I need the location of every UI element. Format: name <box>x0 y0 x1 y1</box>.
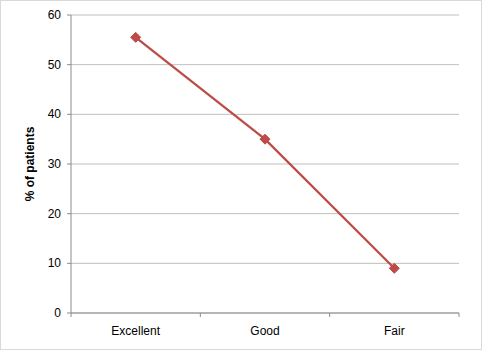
x-tick-label: Fair <box>384 324 405 338</box>
y-tick <box>67 213 71 214</box>
data-line <box>136 37 395 268</box>
x-tick-label: Good <box>250 324 279 338</box>
grid-line <box>71 313 459 314</box>
y-tick <box>67 15 71 16</box>
y-tick-label: 50 <box>48 58 62 72</box>
y-tick-label: 60 <box>48 8 62 22</box>
x-tick <box>71 313 72 317</box>
grid-line <box>71 164 459 165</box>
y-tick <box>67 313 71 314</box>
data-point <box>389 263 399 273</box>
grid-line <box>71 213 459 214</box>
data-point <box>260 134 270 144</box>
grid-line <box>71 15 459 16</box>
y-tick <box>67 114 71 115</box>
data-point <box>131 32 141 42</box>
y-tick <box>67 64 71 65</box>
chart: 0 10 20 30 40 50 60 Excellent Good Fair % of patie… <box>0 0 482 350</box>
y-tick-label: 40 <box>48 107 62 121</box>
x-axis <box>71 313 459 314</box>
grid-line <box>71 64 459 65</box>
y-tick <box>67 164 71 165</box>
plot-area <box>131 32 400 273</box>
x-tick-label: Excellent <box>111 324 160 338</box>
y-tick-label: 0 <box>54 306 61 320</box>
y-tick-label: 20 <box>48 207 62 221</box>
y-axis <box>71 15 72 313</box>
y-tick-label: 10 <box>48 256 62 270</box>
x-tick <box>200 313 201 317</box>
chart-frame <box>1 1 482 350</box>
x-tick <box>329 313 330 317</box>
y-tick <box>67 263 71 264</box>
y-axis-label: % of patients <box>23 126 37 201</box>
x-tick <box>459 313 460 317</box>
y-tick-label: 30 <box>48 157 62 171</box>
grid-line <box>71 114 459 115</box>
grid-line <box>71 263 459 264</box>
